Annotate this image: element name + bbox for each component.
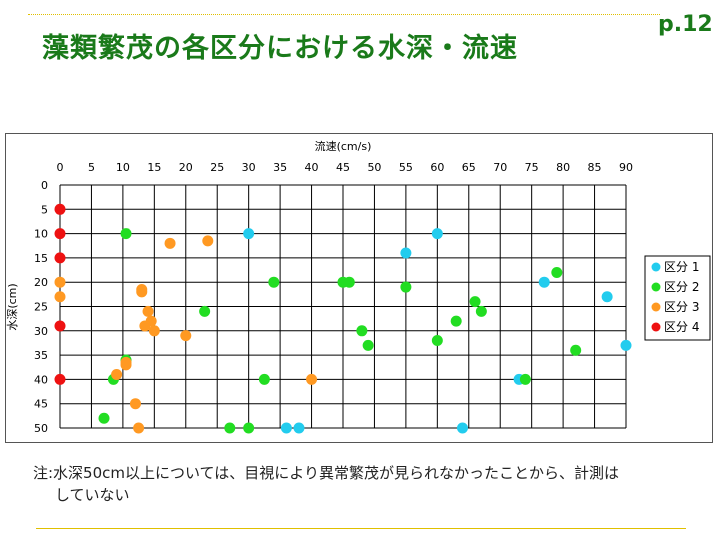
data-point-series-3 xyxy=(164,237,176,249)
data-point-series-2 xyxy=(362,339,374,351)
footnote: 注:水深50cm以上については、目視により異常繁茂が見られなかったことから、計測… xyxy=(33,462,693,506)
data-point-series-3 xyxy=(142,305,154,317)
data-point-series-4 xyxy=(54,320,66,332)
footnote-line-2: していない xyxy=(55,486,130,504)
x-tick-label: 0 xyxy=(57,161,64,174)
data-point-series-2 xyxy=(519,373,531,385)
y-tick-label: 20 xyxy=(34,276,48,289)
y-tick-label: 45 xyxy=(34,398,48,411)
data-point-series-2 xyxy=(570,344,582,356)
data-point-series-3 xyxy=(111,369,123,381)
y-tick-label: 0 xyxy=(41,179,48,192)
data-point-series-1 xyxy=(400,247,412,259)
data-point-series-2 xyxy=(431,335,443,347)
y-tick-label: 10 xyxy=(34,228,48,241)
x-tick-label: 40 xyxy=(305,161,319,174)
data-point-series-2 xyxy=(469,296,481,308)
data-point-series-4 xyxy=(54,228,66,240)
footnote-line-1: 注:水深50cm以上については、目視により異常繁茂が見られなかったことから、計測… xyxy=(33,464,619,482)
data-point-series-1 xyxy=(620,339,632,351)
y-axis-label: 水深(cm) xyxy=(6,283,19,330)
x-tick-label: 65 xyxy=(462,161,476,174)
x-tick-label: 55 xyxy=(399,161,413,174)
data-point-series-3 xyxy=(136,286,148,298)
data-point-series-3 xyxy=(148,325,160,337)
data-point-series-2 xyxy=(475,305,487,317)
data-point-series-1 xyxy=(601,291,613,303)
data-point-series-2 xyxy=(224,422,236,434)
legend-label-series-1: 区分 1 xyxy=(664,260,699,274)
data-point-series-2 xyxy=(551,266,563,278)
data-point-series-3 xyxy=(306,373,318,385)
legend-marker-series-4 xyxy=(651,322,661,332)
page-number: p.12 xyxy=(658,12,713,37)
x-tick-label: 85 xyxy=(588,161,602,174)
x-tick-label: 70 xyxy=(493,161,507,174)
x-tick-label: 80 xyxy=(556,161,570,174)
legend-marker-series-1 xyxy=(651,262,661,272)
y-tick-label: 5 xyxy=(41,203,48,216)
y-tick-label: 25 xyxy=(34,301,48,314)
data-point-series-1 xyxy=(538,276,550,288)
data-point-series-2 xyxy=(120,228,132,240)
x-tick-label: 20 xyxy=(179,161,193,174)
bottom-rule xyxy=(36,528,686,530)
x-tick-label: 90 xyxy=(619,161,633,174)
data-point-series-4 xyxy=(54,252,66,264)
data-point-series-4 xyxy=(54,373,66,385)
data-point-series-2 xyxy=(243,422,255,434)
data-point-series-1 xyxy=(456,422,468,434)
x-axis-label: 流速(cm/s) xyxy=(315,139,372,153)
x-tick-label: 60 xyxy=(430,161,444,174)
data-point-series-2 xyxy=(199,305,211,317)
legend-marker-series-2 xyxy=(651,282,661,292)
data-point-series-3 xyxy=(129,398,141,410)
data-point-series-1 xyxy=(431,228,443,240)
x-tick-label: 50 xyxy=(367,161,381,174)
data-point-series-3 xyxy=(139,320,151,332)
data-point-series-1 xyxy=(280,422,292,434)
legend-label-series-4: 区分 4 xyxy=(664,320,699,334)
x-tick-label: 25 xyxy=(210,161,224,174)
data-point-series-2 xyxy=(450,315,462,327)
data-point-series-2 xyxy=(400,281,412,293)
data-point-series-2 xyxy=(356,325,368,337)
x-tick-label: 75 xyxy=(525,161,539,174)
data-point-series-1 xyxy=(293,422,305,434)
x-tick-label: 30 xyxy=(242,161,256,174)
data-point-series-3 xyxy=(202,235,214,247)
y-tick-label: 30 xyxy=(34,325,48,338)
y-tick-label: 35 xyxy=(34,349,48,362)
data-point-series-4 xyxy=(54,203,66,215)
data-point-series-3 xyxy=(54,276,66,288)
slide-title: 藻類繁茂の各区分における水深・流速 xyxy=(42,33,518,64)
legend-label-series-2: 区分 2 xyxy=(664,280,699,294)
data-point-series-2 xyxy=(98,412,110,424)
x-tick-label: 45 xyxy=(336,161,350,174)
data-point-series-3 xyxy=(133,422,145,434)
x-tick-label: 15 xyxy=(147,161,161,174)
y-tick-label: 15 xyxy=(34,252,48,265)
y-tick-label: 50 xyxy=(34,422,48,435)
data-point-series-3 xyxy=(54,291,66,303)
x-tick-label: 5 xyxy=(88,161,95,174)
data-point-series-2 xyxy=(268,276,280,288)
x-tick-label: 10 xyxy=(116,161,130,174)
data-point-series-3 xyxy=(120,356,132,368)
legend-marker-series-3 xyxy=(651,302,661,312)
data-point-series-2 xyxy=(258,373,270,385)
data-point-series-1 xyxy=(243,228,255,240)
x-tick-label: 35 xyxy=(273,161,287,174)
title-rule xyxy=(28,14,660,16)
legend-label-series-3: 区分 3 xyxy=(664,300,699,314)
data-point-series-3 xyxy=(180,330,192,342)
y-tick-label: 40 xyxy=(34,373,48,386)
data-point-series-2 xyxy=(343,276,355,288)
